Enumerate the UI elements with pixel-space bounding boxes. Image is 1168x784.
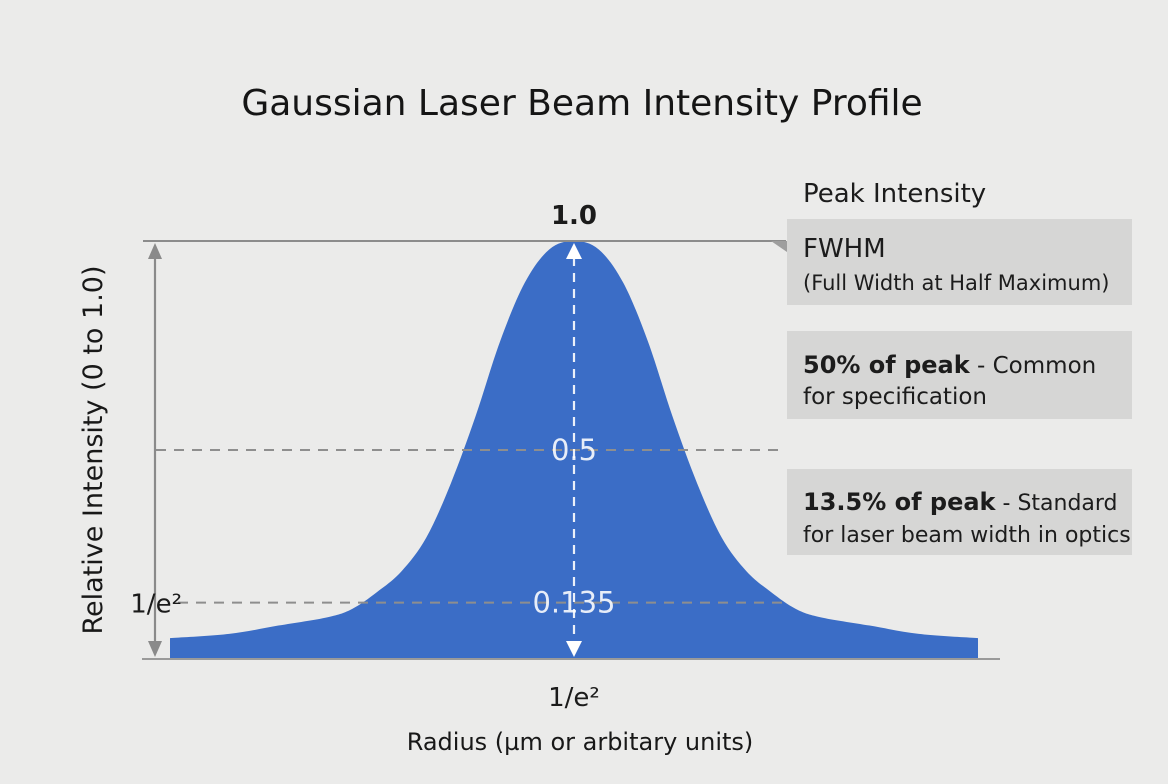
annotation-half-box: 50% of peak - Common for specification [787,331,1132,419]
x-axis-label: Radius (µm or arbitary units) [407,728,754,756]
annotation-fwhm-box: FWHM (Full Width at Half Maximum) [771,219,1132,305]
y-e2-tick-label: 1/e² [130,590,182,620]
annotation-half-text: - Common [970,353,1097,379]
y-measure-arrow [148,243,162,657]
annotation-e2-text2: for laser beam width in optics [803,523,1131,548]
annotation-e2-bold: 13.5% of peak [803,488,997,516]
annotation-half-text2: for specification [803,384,987,410]
x-e2-tick-label: 1/e² [548,683,600,713]
annotation-e2-text: - Standard [996,491,1118,516]
annotation-peak-heading: Peak Intensity [803,179,986,209]
e2-value-label: 0.135 [532,586,615,620]
svg-text:50% of peak - Common: 50% of peak - Common [803,351,1096,379]
svg-text:13.5% of peak - Standard: 13.5% of peak - Standard [803,488,1118,516]
annotation-fwhm-heading: FWHM [803,234,886,264]
center-measure-arrow [566,243,582,657]
annotation-half-bold: 50% of peak [803,351,971,379]
annotation-fwhm-text: (Full Width at Half Maximum) [803,271,1109,295]
half-max-value-label: 0.5 [551,433,597,467]
annotation-e2-box: 13.5% of peak - Standard for laser beam … [787,469,1132,555]
y-axis-label: Relative Intensity (0 to 1.0) [78,265,109,634]
peak-value-label: 1.0 [551,201,597,231]
chart-title: Gaussian Laser Beam Intensity Profile [241,83,922,124]
